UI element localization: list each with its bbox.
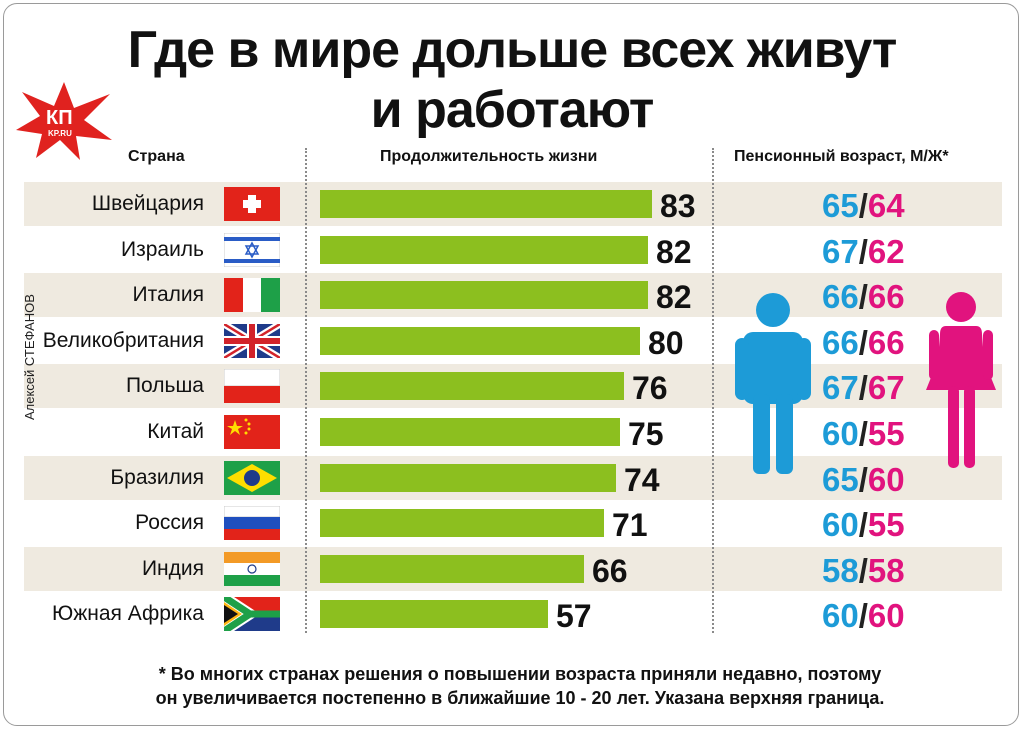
retirement-female: 55	[867, 506, 905, 544]
header-life-expectancy: Продолжительность жизни	[380, 148, 598, 165]
life-expectancy-value: 82	[656, 279, 692, 316]
retirement-female: 66	[867, 278, 905, 316]
logo-text: КП	[46, 107, 73, 129]
retirement-male: 66	[822, 323, 859, 361]
male-figure-icon	[735, 293, 811, 474]
retirement-age: 65/60	[822, 458, 1022, 502]
header-country: Страна	[128, 148, 185, 165]
retirement-age: 58/58	[822, 549, 1022, 593]
title-line-2: и работают	[370, 81, 655, 139]
life-expectancy-value: 57	[556, 598, 592, 635]
female-figure-icon	[926, 292, 996, 468]
switzerland-flag-icon	[224, 187, 280, 221]
retirement-age: 65/64	[822, 184, 1022, 228]
retirement-slash: /	[858, 551, 868, 589]
retirement-male: 60	[822, 415, 859, 452]
title-line-1: Где в мире дольше всех живут	[127, 21, 898, 79]
retirement-female: 58	[867, 551, 905, 589]
retirement-slash: /	[858, 232, 868, 270]
retirement-slash: /	[858, 278, 868, 316]
retirement-age: 60/55	[822, 503, 1022, 547]
retirement-slash: /	[858, 323, 868, 361]
retirement-female: 60	[867, 460, 905, 498]
china-flag-icon	[224, 415, 280, 449]
retirement-male: 67	[822, 369, 859, 407]
country-label: Польша	[125, 374, 204, 398]
life-expectancy-value: 71	[612, 507, 648, 544]
retirement-male: 60	[822, 506, 859, 544]
retirement-female: 66	[867, 323, 905, 361]
retirement-age: 67/67	[822, 366, 1022, 410]
retirement-female: 62	[867, 232, 905, 270]
header-retirement: Пенсионный возраст, М/Ж*	[734, 148, 949, 165]
life-expectancy-value: 66	[592, 552, 628, 589]
life-expectancy-bar	[320, 235, 648, 264]
life-expectancy-bar	[320, 372, 624, 401]
italy-flag-icon	[224, 278, 280, 313]
country-label: Индия	[141, 556, 204, 580]
uk-flag-icon	[224, 323, 280, 358]
retirement-female: 55	[867, 415, 905, 452]
south-africa-flag-icon	[224, 597, 280, 632]
country-label: Южная Африка	[51, 602, 204, 626]
retirement-male: 65	[822, 187, 859, 224]
infographic-frame	[3, 3, 1019, 726]
retirement-male: 60	[822, 597, 859, 635]
separator-left	[305, 148, 307, 633]
retirement-female: 67	[867, 369, 905, 407]
india-flag-icon	[224, 551, 280, 586]
retirement-slash: /	[858, 369, 868, 407]
life-expectancy-bar	[320, 554, 584, 583]
retirement-male: 67	[822, 232, 859, 270]
retirement-male: 66	[822, 278, 859, 316]
retirement-age: 60/55	[822, 412, 1022, 456]
footnote-line-1: * Во многих странах решения о повышении …	[158, 664, 882, 684]
country-label: Китай	[147, 420, 204, 443]
country-label: Израиль	[120, 237, 204, 261]
life-expectancy-value: 80	[648, 324, 684, 361]
retirement-age: 66/66	[822, 275, 1022, 319]
retirement-age: 67/62	[822, 230, 1022, 274]
logo-sub: KP.RU	[48, 129, 72, 138]
life-expectancy-bar	[320, 418, 620, 446]
retirement-slash: /	[858, 597, 868, 635]
retirement-female: 64	[867, 187, 905, 224]
life-expectancy-bar	[320, 190, 652, 218]
country-label: Россия	[135, 511, 204, 535]
life-expectancy-bar	[320, 281, 648, 310]
life-expectancy-bar	[320, 463, 616, 492]
retirement-slash: /	[858, 187, 868, 224]
life-expectancy-value: 75	[628, 416, 664, 452]
retirement-male: 65	[822, 460, 859, 498]
life-expectancy-bar	[320, 509, 604, 538]
country-label: Италия	[132, 283, 204, 307]
retirement-male: 58	[822, 551, 859, 589]
life-expectancy-bar	[320, 600, 548, 629]
poland-flag-icon	[224, 369, 280, 404]
russia-flag-icon	[224, 506, 280, 541]
country-label: Швейцария	[91, 192, 204, 215]
retirement-age: 66/66	[822, 321, 1022, 365]
retirement-slash: /	[858, 460, 868, 498]
kp-logo: КП KP.RU	[16, 82, 112, 160]
retirement-female: 60	[867, 597, 905, 635]
footnote-line-2: он увеличивается постепенно в ближайшие …	[155, 688, 885, 708]
life-expectancy-value: 74	[624, 461, 660, 498]
retirement-age: 60/60	[822, 594, 1022, 638]
israel-flag-icon	[224, 232, 280, 267]
country-label: Бразилия	[110, 465, 204, 489]
retirement-slash: /	[858, 506, 868, 544]
life-expectancy-value: 83	[660, 188, 696, 224]
life-expectancy-value: 76	[632, 370, 668, 407]
country-label: Великобритания	[42, 328, 204, 352]
life-expectancy-bar	[320, 326, 640, 355]
life-expectancy-value: 82	[656, 233, 692, 270]
brazil-flag-icon	[224, 460, 280, 495]
separator-right	[712, 148, 714, 633]
retirement-slash: /	[858, 415, 868, 452]
author-credit: Алексей СТЕФАНОВ	[22, 294, 37, 420]
